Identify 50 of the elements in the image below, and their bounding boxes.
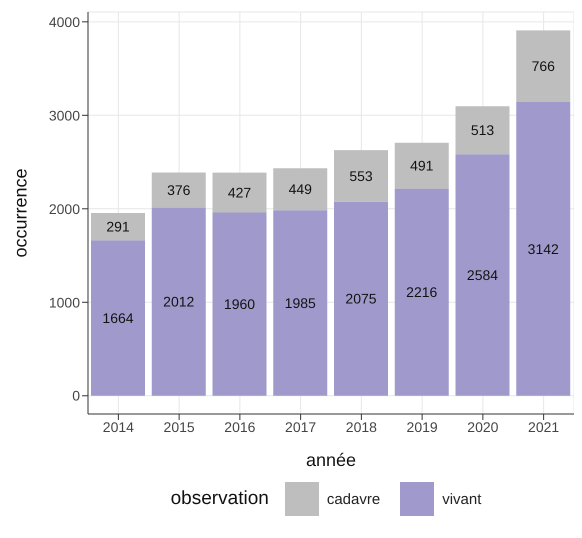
y-tick-label: 2000	[48, 200, 80, 217]
data-label: 2012	[163, 294, 195, 310]
data-label: 2075	[345, 290, 377, 307]
bar	[334, 150, 388, 202]
data-label: 1664	[102, 310, 134, 326]
data-label: 766	[532, 58, 556, 74]
bar	[516, 102, 570, 396]
bar	[273, 168, 328, 210]
data-label: 376	[167, 182, 191, 198]
data-label: 3142	[528, 240, 560, 257]
data-label: 2216	[406, 284, 438, 300]
data-label: 491	[410, 158, 434, 174]
data-label: 2584	[466, 266, 498, 283]
x-tick-label: 2017	[285, 418, 316, 435]
bar	[394, 188, 449, 396]
bar	[91, 240, 145, 396]
legend-label: cadavre	[326, 490, 380, 508]
data-label: 1960	[224, 296, 256, 312]
x-tick-label: 2016	[224, 418, 256, 435]
bar	[152, 208, 206, 396]
bar	[456, 154, 510, 396]
x-tick-label: 2020	[467, 418, 499, 435]
x-tick-label: 2015	[164, 418, 195, 435]
legend-label: vivant	[442, 490, 482, 508]
y-axis-title: occurrence	[10, 168, 30, 258]
bar	[334, 202, 388, 396]
data-label: 427	[228, 184, 252, 201]
y-tick-label: 4000	[48, 14, 80, 30]
data-label: 513	[470, 122, 494, 138]
x-axis-title: année	[306, 450, 356, 470]
legend-title: observation	[170, 488, 269, 510]
x-tick-label: 2018	[346, 418, 378, 435]
x-tick-label: 2021	[528, 418, 560, 435]
bar	[212, 212, 266, 396]
bar	[394, 142, 449, 189]
bar	[152, 172, 206, 208]
data-label: 449	[288, 181, 312, 198]
bar	[91, 213, 145, 240]
data-label: 1985	[284, 294, 316, 311]
bar	[516, 30, 570, 102]
data-label: 553	[349, 168, 373, 184]
x-tick-label: 2014	[102, 418, 134, 435]
y-tick-label: 1000	[48, 294, 80, 310]
data-label: 291	[106, 218, 130, 235]
bar	[456, 106, 510, 154]
bar	[273, 210, 328, 396]
x-tick-label: 2019	[406, 418, 438, 435]
bar	[212, 172, 266, 213]
y-tick-label: 0	[72, 388, 80, 404]
y-tick-label: 3000	[48, 107, 80, 124]
